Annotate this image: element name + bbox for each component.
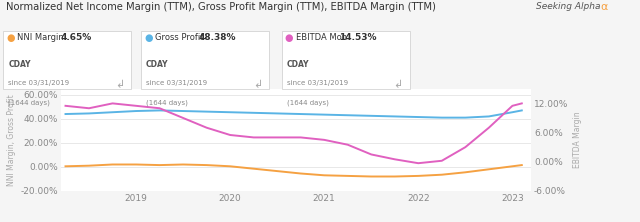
Text: Normalized Net Income Margin (TTM), Gross Profit Margin (TTM), EBITDA Margin (TT: Normalized Net Income Margin (TTM), Gros… (6, 2, 436, 12)
Text: ●: ● (6, 33, 15, 43)
Text: 48.38%: 48.38% (198, 33, 236, 42)
Text: 14.53%: 14.53% (339, 33, 377, 42)
Text: NNI Margin: NNI Margin (17, 33, 64, 42)
Text: EBITDA Mon: EBITDA Mon (296, 33, 347, 42)
Text: (1644 days): (1644 days) (146, 100, 188, 106)
Y-axis label: EBITDA Margin: EBITDA Margin (573, 111, 582, 168)
Text: CDAY: CDAY (287, 60, 309, 69)
Text: ●: ● (144, 33, 152, 43)
Text: CDAY: CDAY (8, 60, 31, 69)
Text: (1644 days): (1644 days) (287, 100, 328, 106)
Text: Seeking Alpha: Seeking Alpha (536, 2, 601, 11)
Text: (1644 days): (1644 days) (8, 100, 50, 106)
Y-axis label: NNI Margin, Gross Profit: NNI Margin, Gross Profit (7, 94, 16, 186)
Text: ●: ● (285, 33, 293, 43)
Text: Gross Profit: Gross Profit (155, 33, 204, 42)
Text: since 03/31/2019: since 03/31/2019 (8, 80, 70, 86)
Text: since 03/31/2019: since 03/31/2019 (287, 80, 348, 86)
Text: ↲: ↲ (115, 80, 125, 90)
Text: CDAY: CDAY (146, 60, 168, 69)
Text: ↲: ↲ (394, 80, 403, 90)
Text: α: α (600, 2, 608, 12)
Text: ↲: ↲ (253, 80, 262, 90)
Text: since 03/31/2019: since 03/31/2019 (146, 80, 207, 86)
Text: 4.65%: 4.65% (61, 33, 92, 42)
